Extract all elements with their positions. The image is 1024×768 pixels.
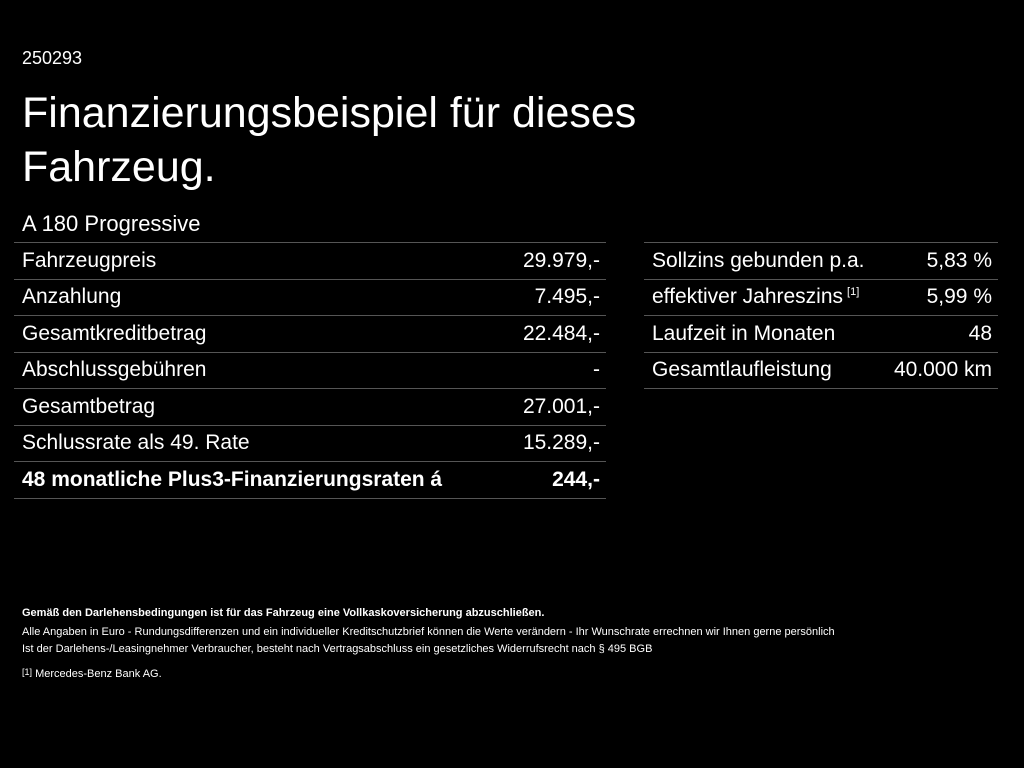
title: Finanzierungsbeispiel für dieses Fahrzeu… [22, 89, 637, 191]
legal-line: Alle Angaben in Euro - Rundungsdifferenz… [22, 626, 835, 638]
model: A 180 Progressive [22, 211, 201, 236]
row-label: Schlussrate als 49. Rate [22, 431, 250, 455]
row-value: 5,83 % [926, 248, 992, 272]
table-row: effektiver Jahreszins [1] 5,99 % [644, 278, 998, 316]
row-label-group: Gesamtlaufleistung [652, 358, 832, 382]
row-value: 40.000 km [893, 358, 992, 382]
row-label: Gesamtbetrag [22, 394, 156, 418]
table-row: Gesamtbetrag 27.001,- [14, 388, 606, 425]
row-value: 15.289,- [522, 431, 600, 455]
row-value: - [593, 358, 600, 382]
footnote: [1] Mercedes-Benz Bank AG. [22, 663, 835, 684]
row-label-group: Laufzeit in Monaten [652, 322, 835, 346]
row-value: 27.001,- [522, 394, 600, 418]
row-value: 244,- [552, 467, 600, 491]
row-value: 7.495,- [534, 285, 600, 309]
table-row: Abschlussgebühren - [14, 351, 606, 389]
row-label-group: effektiver Jahreszins [1] [652, 285, 859, 309]
row-label: Gesamtkreditbetrag [22, 321, 207, 345]
row-value: 29.979,- [522, 248, 600, 272]
terms-table: Sollzins gebunden p.a. 5,83 % effektiver J… [644, 242, 998, 389]
row-label: Abschlussgebühren [22, 358, 207, 382]
row-label: Laufzeit in Monaten [652, 321, 836, 345]
row-label: Sollzins gebunden p.a. [652, 248, 865, 272]
row-label: Fahrzeugpreis [22, 248, 157, 272]
table-row: Fahrzeugpreis 29.979,- [14, 242, 606, 279]
row-value: 5,99 % [926, 285, 992, 309]
row-label: 48 monatliche Plus3-Finanzierungsraten á [22, 467, 443, 491]
table-row: Laufzeit in Monaten 48 [644, 315, 998, 352]
row-label-group: Sollzins gebunden p.a. [652, 249, 865, 273]
row-value: 22.484,- [522, 321, 600, 345]
row-label: Gesamtlaufleistung [652, 358, 832, 382]
footnote-text: Mercedes-Benz Bank AG. [35, 668, 162, 680]
row-label: effektiver Jahreszins [652, 285, 844, 309]
table-row: Gesamtlaufleistung 40.000 km [644, 351, 998, 389]
total-row: 48 monatliche Plus3-Finanzierungsraten á… [14, 461, 606, 499]
footer: Gemäß den Darlehensbedingungen ist für d… [22, 604, 835, 684]
notice: Gemäß den Darlehensbedingungen ist für d… [22, 607, 545, 619]
table-row: Sollzins gebunden p.a. 5,83 % [644, 242, 998, 279]
footnote-ref: [1] [847, 286, 860, 299]
table-row: Gesamtkreditbetrag 22.484,- [14, 315, 606, 352]
footnote-marker: [1] [22, 667, 33, 677]
table-row: Anzahlung 7.495,- [14, 278, 606, 316]
legal-line: Ist der Darlehens-/Leasingnehmer Verbrau… [22, 643, 653, 655]
table-row: Schlussrate als 49. Rate 15.289,- [14, 424, 606, 462]
row-label: Anzahlung [22, 285, 122, 309]
finance-table: Fahrzeugpreis 29.979,- Anzahlung 7.495,- Ges… [14, 242, 606, 499]
offer-code: 250293 [22, 48, 83, 68]
row-value: 48 [968, 321, 992, 345]
